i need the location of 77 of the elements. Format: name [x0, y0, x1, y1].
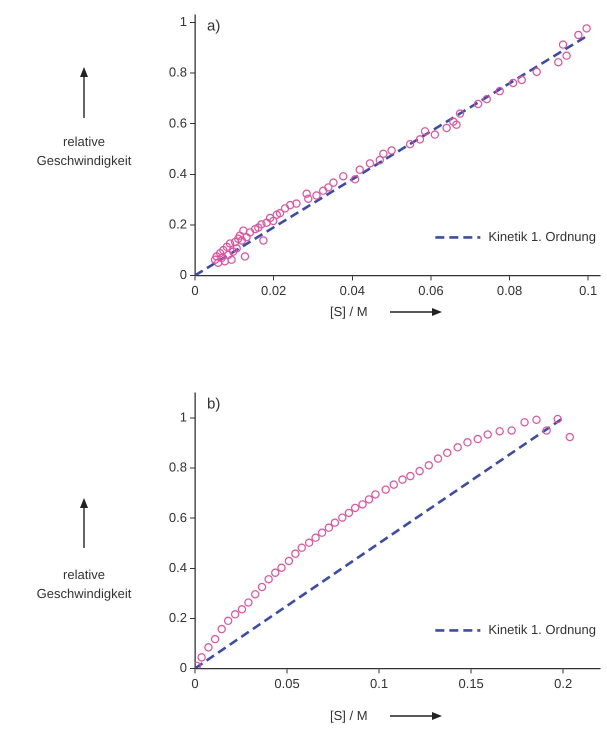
point	[415, 466, 424, 476]
x-tick-label: 0.15	[458, 676, 484, 691]
y-axis-title: relative Geschwindigkeit	[36, 133, 132, 170]
x-tick-label: 0.06	[418, 282, 444, 298]
point	[271, 568, 280, 577]
point	[553, 414, 562, 424]
x-tick-label: 0.04	[340, 282, 365, 298]
point	[277, 564, 286, 572]
annotation: b)	[207, 396, 220, 413]
point	[507, 426, 516, 435]
annotation: a)	[207, 18, 220, 35]
point	[204, 643, 213, 652]
point	[284, 556, 294, 566]
point	[238, 605, 246, 614]
point	[311, 534, 320, 542]
point	[244, 598, 253, 607]
legend-label: Kinetik 1. Ordnung	[488, 228, 596, 244]
point	[495, 427, 504, 436]
point	[463, 438, 472, 447]
point	[358, 500, 367, 509]
point	[210, 634, 220, 644]
point	[520, 418, 529, 426]
point	[484, 430, 492, 439]
point	[542, 426, 551, 435]
x-tick-label: 0.1	[579, 282, 598, 298]
y-tick-label: 0.6	[168, 115, 187, 130]
point	[371, 490, 380, 499]
point	[224, 616, 232, 626]
point	[251, 590, 260, 598]
point	[474, 434, 482, 444]
point	[217, 624, 226, 634]
point	[197, 653, 206, 662]
point	[338, 513, 346, 522]
point	[318, 528, 326, 537]
point	[454, 443, 462, 452]
y-tick-label: 0.2	[168, 610, 187, 625]
x-tick-label: 0.02	[260, 282, 286, 298]
x-axis-title: [S] / M	[330, 304, 368, 319]
y-tick-label: 0.8	[168, 460, 187, 475]
point	[344, 508, 354, 518]
y-tick-label: 0.6	[168, 510, 187, 525]
point	[258, 582, 266, 592]
y-tick-label: 1	[180, 410, 187, 425]
point	[424, 461, 433, 470]
point	[406, 472, 415, 480]
y-axis-title: relative Geschwindigkeit	[36, 566, 132, 603]
x-tick-label: 0.05	[274, 676, 300, 691]
point	[566, 432, 574, 442]
point	[291, 550, 300, 558]
x-tick-label: 0	[191, 676, 199, 691]
x-tick-label: 0	[191, 282, 199, 298]
point	[398, 475, 407, 484]
point	[364, 495, 374, 504]
x-tick-label: 0.1	[370, 676, 388, 691]
x-tick-label: 0.08	[496, 282, 522, 298]
y-tick-label: 0	[180, 266, 187, 282]
y-tick-label: 0.2	[168, 216, 187, 232]
point	[532, 416, 541, 424]
y-tick-label: 0	[180, 660, 187, 675]
legend-label: Kinetik 1. Ordnung	[488, 622, 596, 637]
y-tick-label: 0.4	[168, 166, 187, 181]
point	[434, 454, 442, 463]
point	[230, 610, 240, 619]
point	[390, 480, 398, 489]
point	[382, 485, 390, 494]
point	[298, 544, 306, 552]
y-tick-label: 0.4	[168, 560, 187, 575]
x-axis-title: [S] / M	[330, 708, 368, 723]
point	[264, 575, 273, 584]
point	[350, 504, 360, 512]
point	[330, 518, 340, 527]
point	[324, 523, 334, 532]
y-tick-label: 1	[180, 14, 187, 30]
point	[304, 538, 314, 547]
y-tick-label: 0.8	[168, 64, 187, 80]
point	[443, 448, 452, 458]
x-tick-label: 0.2	[554, 676, 572, 691]
